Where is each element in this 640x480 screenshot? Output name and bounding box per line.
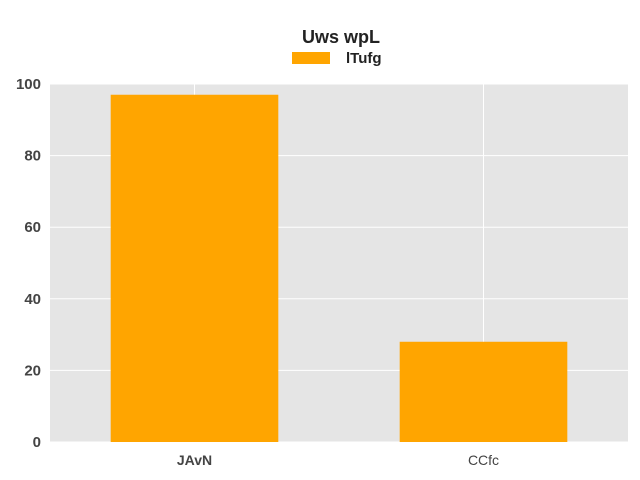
y-tick-label: 20 (24, 362, 41, 379)
y-axis-ticks: 0 20 40 60 80 100 (16, 76, 41, 451)
y-tick-label: 100 (16, 76, 41, 93)
legend-label: lTufg (346, 50, 382, 67)
chart-title: Uws wpL (302, 27, 380, 47)
y-tick-label: 60 (24, 219, 41, 236)
y-tick-label: 40 (24, 291, 41, 308)
x-tick-label: JAvN (177, 452, 212, 468)
x-tick-label: CCfc (468, 452, 499, 468)
bar-ccfc (399, 341, 568, 442)
bar-javn (110, 94, 279, 443)
y-tick-label: 80 (24, 148, 41, 165)
x-axis-ticks: JAvN CCfc (177, 452, 499, 468)
bars (110, 94, 568, 443)
y-tick-label: 0 (33, 434, 41, 451)
legend-swatch (292, 52, 330, 64)
